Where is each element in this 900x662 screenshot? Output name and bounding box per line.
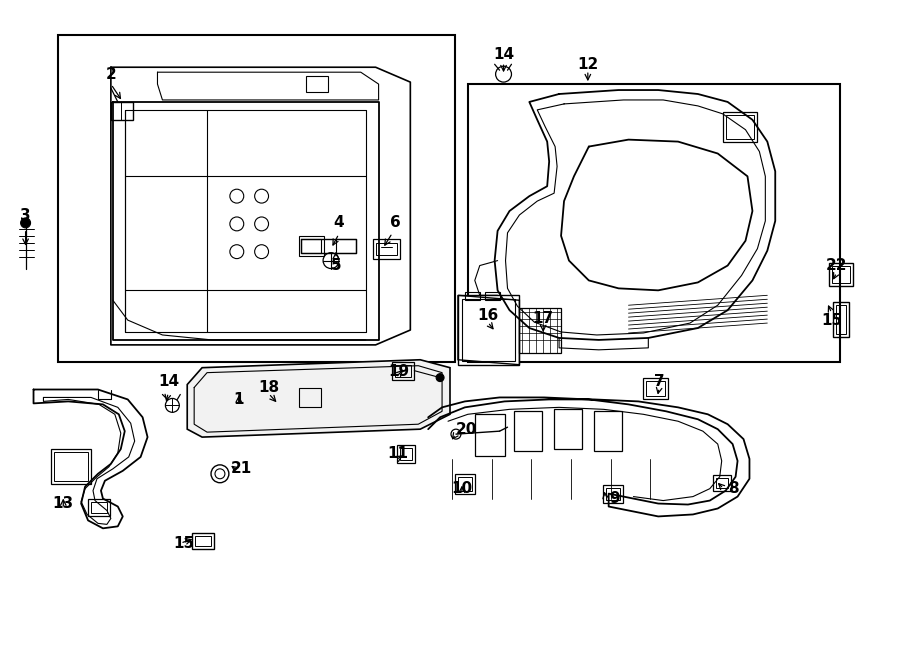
- Text: 20: 20: [456, 422, 477, 437]
- Text: 4: 4: [334, 215, 345, 230]
- Text: 22: 22: [826, 258, 848, 273]
- Bar: [468, 84, 840, 361]
- Bar: [58, 34, 455, 361]
- Bar: [300, 236, 324, 256]
- Text: 9: 9: [609, 491, 620, 506]
- Bar: [111, 102, 121, 120]
- Bar: [829, 263, 852, 287]
- Bar: [515, 411, 542, 451]
- Bar: [455, 474, 475, 494]
- Bar: [458, 477, 472, 491]
- Text: 5: 5: [330, 258, 341, 273]
- Bar: [375, 243, 398, 255]
- Bar: [475, 414, 505, 456]
- Text: 15: 15: [174, 536, 194, 551]
- Bar: [51, 449, 91, 484]
- Bar: [193, 534, 214, 549]
- Text: 11: 11: [387, 446, 408, 461]
- Bar: [306, 76, 328, 92]
- Bar: [398, 445, 415, 463]
- Polygon shape: [187, 359, 450, 437]
- Bar: [300, 387, 321, 407]
- Text: 12: 12: [577, 57, 598, 71]
- Bar: [519, 308, 561, 353]
- Text: 16: 16: [477, 308, 499, 322]
- Text: 15: 15: [821, 312, 842, 328]
- Bar: [91, 502, 107, 514]
- Bar: [554, 409, 582, 449]
- Text: 13: 13: [53, 496, 74, 511]
- Text: 17: 17: [533, 310, 554, 326]
- Text: 1: 1: [233, 392, 244, 407]
- Text: 10: 10: [451, 481, 472, 496]
- Polygon shape: [458, 295, 519, 365]
- Text: 6: 6: [390, 215, 400, 230]
- Bar: [302, 239, 321, 253]
- Bar: [195, 536, 211, 546]
- Bar: [458, 295, 519, 365]
- Bar: [336, 239, 356, 253]
- Bar: [111, 102, 132, 120]
- Bar: [716, 478, 728, 488]
- Text: 2: 2: [105, 67, 116, 81]
- Bar: [373, 239, 400, 259]
- Bar: [88, 498, 110, 516]
- Bar: [646, 381, 665, 397]
- Text: 14: 14: [158, 374, 179, 389]
- Text: 7: 7: [654, 374, 664, 389]
- Bar: [485, 293, 500, 301]
- Bar: [594, 411, 622, 451]
- Bar: [723, 112, 758, 142]
- Bar: [400, 448, 412, 460]
- Bar: [832, 265, 850, 283]
- Text: 3: 3: [21, 209, 31, 224]
- Bar: [462, 299, 516, 361]
- Bar: [395, 365, 411, 377]
- Bar: [644, 377, 668, 399]
- Circle shape: [21, 218, 31, 228]
- Bar: [606, 488, 619, 500]
- Bar: [832, 303, 849, 337]
- Bar: [54, 452, 88, 481]
- Bar: [725, 115, 754, 138]
- Circle shape: [436, 373, 444, 381]
- Text: 19: 19: [388, 364, 409, 379]
- Text: 8: 8: [728, 481, 738, 496]
- Bar: [713, 475, 731, 491]
- Bar: [603, 485, 623, 502]
- Text: 21: 21: [231, 461, 252, 477]
- Bar: [836, 305, 846, 334]
- Text: 14: 14: [493, 47, 514, 62]
- Bar: [465, 293, 480, 301]
- Bar: [392, 361, 414, 379]
- Text: 18: 18: [258, 380, 279, 395]
